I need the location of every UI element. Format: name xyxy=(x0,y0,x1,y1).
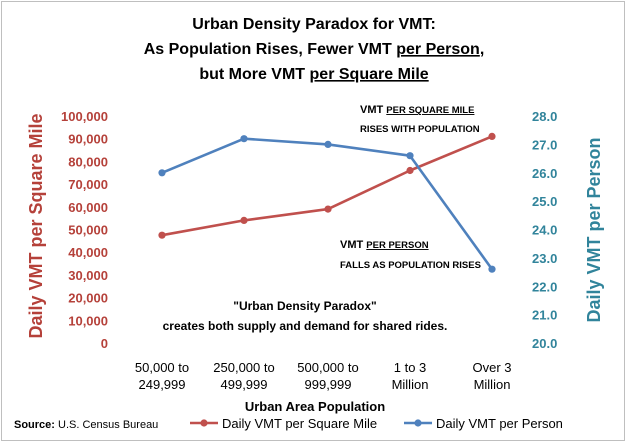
svg-text:VMT PER PERSON: VMT PER PERSON xyxy=(340,239,429,251)
y-left-tick-label: 40,000 xyxy=(68,245,108,260)
annotation-person-line2: FALLS AS POPULATION RISES xyxy=(340,260,481,271)
series-1-point xyxy=(406,166,414,175)
y-right-tick-label: 26.0 xyxy=(532,166,557,181)
paradox-note-line2: creates both supply and demand for share… xyxy=(163,319,448,333)
x-tick-label: Over 3 Million xyxy=(472,360,511,392)
chart-title-line-2-part-3: , xyxy=(480,41,484,58)
source-text: U.S. Census Bureau xyxy=(58,419,158,431)
x-tick-label: 500,000 to 999,999 xyxy=(297,360,358,392)
x-tick-label: 250,000 to 499,999 xyxy=(213,360,274,392)
x-tick-label: 1 to 3 Million xyxy=(392,360,429,392)
series-2-point xyxy=(240,135,248,143)
chart-title-line-2-part-2: per Person xyxy=(396,41,480,58)
series-1-point xyxy=(240,216,248,224)
chart-title-line-3-part-2: per Square Mile xyxy=(310,66,429,83)
series-1-point xyxy=(488,132,496,140)
y-left-tick-label: 90,000 xyxy=(68,132,108,147)
chart-title: Urban Density Paradox for VMT: As Populat… xyxy=(144,16,485,83)
y-right-tick-label: 22.0 xyxy=(532,279,557,294)
y-left-tick-label: 10,000 xyxy=(68,313,108,328)
y-right-tick-label: 21.0 xyxy=(532,308,557,323)
legend-label-2: Daily VMT per Person xyxy=(436,416,563,431)
y-left-tick-label: 70,000 xyxy=(68,177,108,192)
x-axis-label: Urban Area Population xyxy=(245,399,385,414)
y-left-tick-label: 60,000 xyxy=(68,200,108,215)
x-axis-ticks: 50,000 to 249,999 250,000 to 499,999 500,000… xyxy=(135,360,512,392)
y-axis-left-ticks: 0 10,000 20,000 30,000 40,000 50,000 60,000 70,… xyxy=(61,109,108,351)
paradox-note-line1: "Urban Density Paradox" xyxy=(233,299,376,313)
series-group xyxy=(158,132,496,273)
y-right-tick-label: 23.0 xyxy=(532,251,557,266)
y-left-tick-label: 0 xyxy=(101,336,108,351)
series-1-point xyxy=(158,231,166,239)
y-axis-right-ticks: 20.0 21.0 22.0 23.0 24.0 25.0 26.0 27.0 28.0 xyxy=(532,109,557,351)
annotation-sq-mile: VMT PER SQUARE MILE RISES WITH POPULATIO… xyxy=(360,104,480,135)
annotation-sq-mile-prefix: VMT xyxy=(360,104,386,116)
y-left-tick-label: 20,000 xyxy=(68,291,108,306)
chart-title-line-1: Urban Density Paradox for VMT: xyxy=(192,16,436,33)
legend-label-1: Daily VMT per Square Mile xyxy=(222,416,377,431)
chart-title-line-3: but More VMT per Square Mile xyxy=(199,66,428,83)
chart-title-line-1-part-1: Urban Density Paradox for VMT: xyxy=(192,16,436,33)
y-right-tick-label: 25.0 xyxy=(532,194,557,209)
annotation-sq-mile-underlined: PER SQUARE MILE xyxy=(386,105,474,116)
y-axis-right-label: Daily VMT per Person xyxy=(584,137,604,322)
y-right-tick-label: 20.0 xyxy=(532,336,557,351)
y-left-tick-label: 80,000 xyxy=(68,154,108,169)
annotation-person: VMT PER PERSON FALLS AS POPULATION RISES xyxy=(340,239,481,271)
legend-marker-1 xyxy=(200,419,208,427)
y-left-tick-label: 100,000 xyxy=(61,109,108,124)
legend-marker-2 xyxy=(414,419,422,427)
chart-title-line-2: As Population Rises, Fewer VMT per Perso… xyxy=(144,41,485,58)
series-1-point xyxy=(324,205,332,213)
annotation-person-underlined: PER PERSON xyxy=(366,240,428,251)
y-right-tick-label: 27.0 xyxy=(532,137,557,152)
chart-title-line-2-part-1: As Population Rises, Fewer VMT xyxy=(144,41,397,58)
y-right-tick-label: 24.0 xyxy=(532,223,557,238)
series-2-point xyxy=(406,152,414,160)
svg-text:VMT PER SQUARE MILE: VMT PER SQUARE MILE xyxy=(360,104,474,116)
source-label: Source: xyxy=(14,419,55,431)
y-left-tick-label: 30,000 xyxy=(68,268,108,283)
y-axis-left-label: Daily VMT per Square Mile xyxy=(26,113,46,338)
series-2-point xyxy=(488,265,496,273)
annotation-sq-mile-line2: RISES WITH POPULATION xyxy=(360,124,480,135)
chart-title-line-3-part-1: but More VMT xyxy=(199,66,309,83)
legend: Daily VMT per Square Mile Daily VMT per P… xyxy=(190,416,563,431)
series-2-point xyxy=(158,169,166,177)
y-left-tick-label: 50,000 xyxy=(68,223,108,238)
y-right-tick-label: 28.0 xyxy=(532,109,557,124)
annotation-person-prefix: VMT xyxy=(340,239,366,251)
x-tick-label: 50,000 to 249,999 xyxy=(135,360,189,392)
series-2-point xyxy=(324,140,332,148)
source-note: Source: U.S. Census Bureau xyxy=(14,419,158,431)
